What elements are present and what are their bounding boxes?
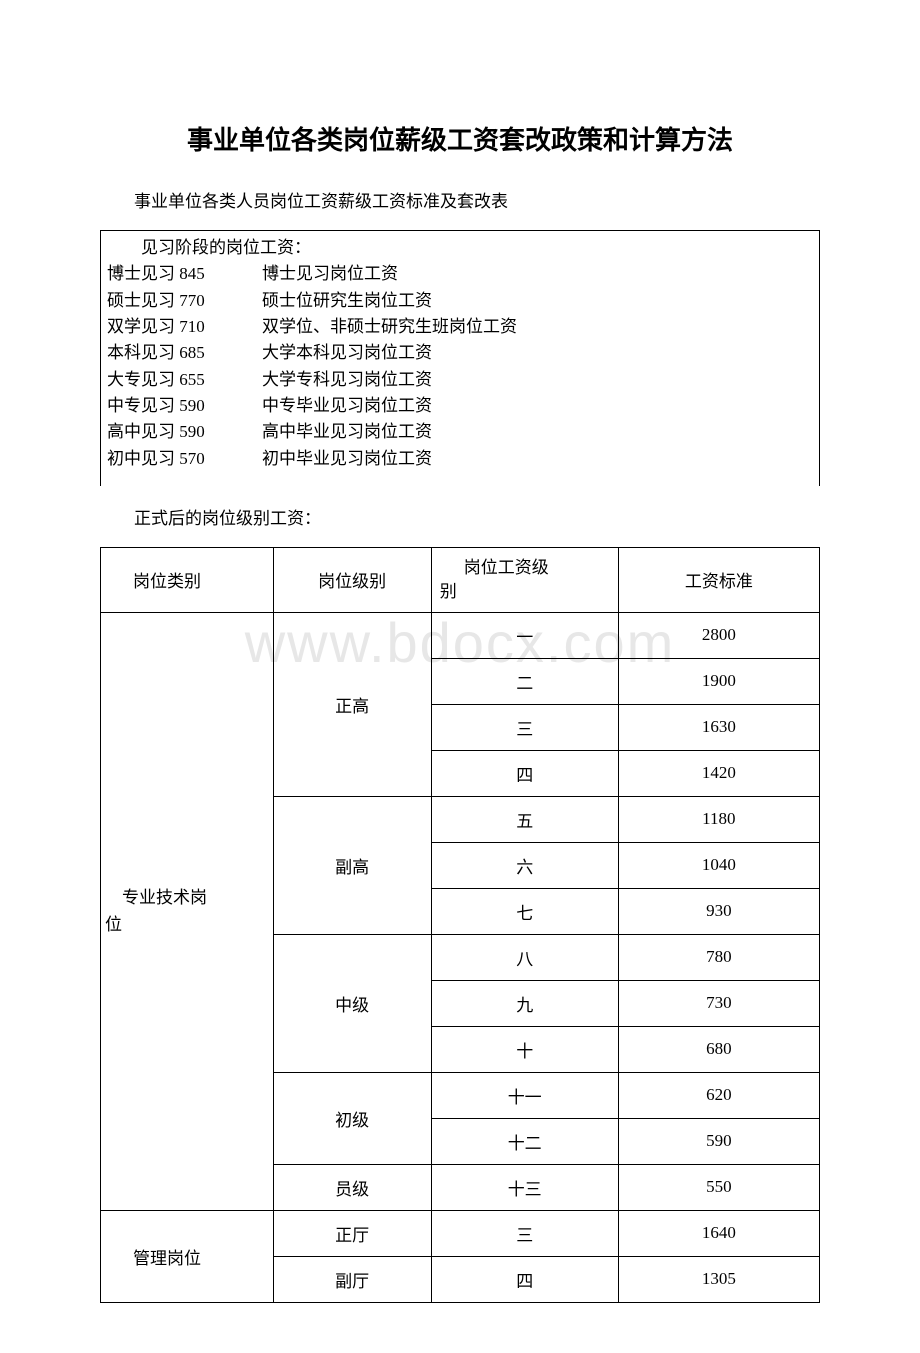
table-row: 管理岗位 正厅 三 1640 <box>101 1210 820 1256</box>
grade-cell: 十三 <box>431 1164 618 1210</box>
header-grade-line1: 岗位工资级 <box>440 558 549 577</box>
salary-cell: 1040 <box>618 842 819 888</box>
probation-left: 硕士见习 770 <box>107 288 262 314</box>
grade-cell: 十一 <box>431 1072 618 1118</box>
subtitle-text: 事业单位各类人员岗位工资薪级工资标准及套改表 <box>100 187 820 212</box>
grade-cell: 十 <box>431 1026 618 1072</box>
salary-cell: 590 <box>618 1118 819 1164</box>
probation-right: 大学专科见习岗位工资 <box>262 367 813 393</box>
probation-left: 中专见习 590 <box>107 393 262 419</box>
probation-row: 双学见习 710 双学位、非硕士研究生班岗位工资 <box>107 314 813 340</box>
salary-cell: 1420 <box>618 750 819 796</box>
header-category: 岗位类别 <box>101 548 274 613</box>
probation-row: 硕士见习 770 硕士位研究生岗位工资 <box>107 288 813 314</box>
table-header-row: 岗位类别 岗位级别 岗位工资级 别 工资标准 <box>101 548 820 613</box>
level-cell: 副厅 <box>273 1256 431 1302</box>
grade-cell: 五 <box>431 796 618 842</box>
grade-cell: 四 <box>431 750 618 796</box>
probation-row: 大专见习 655 大学专科见习岗位工资 <box>107 367 813 393</box>
grade-cell: 八 <box>431 934 618 980</box>
probation-right: 双学位、非硕士研究生班岗位工资 <box>262 314 813 340</box>
salary-cell: 730 <box>618 980 819 1026</box>
probation-left: 本科见习 685 <box>107 340 262 366</box>
grade-cell: 九 <box>431 980 618 1026</box>
probation-row: 中专见习 590 中专毕业见习岗位工资 <box>107 393 813 419</box>
category-line1: 专业技术岗 <box>122 888 207 907</box>
grade-cell: 一 <box>431 612 618 658</box>
grade-cell: 三 <box>431 704 618 750</box>
probation-row: 博士见习 845 博士见习岗位工资 <box>107 261 813 287</box>
salary-cell: 1305 <box>618 1256 819 1302</box>
header-grade-line2: 别 <box>440 582 457 601</box>
salary-table: 岗位类别 岗位级别 岗位工资级 别 工资标准 专业技术岗 位 正高 一 2800… <box>100 547 820 1303</box>
level-cell: 正高 <box>273 612 431 796</box>
grade-cell: 三 <box>431 1210 618 1256</box>
grade-cell: 六 <box>431 842 618 888</box>
probation-left: 大专见习 655 <box>107 367 262 393</box>
header-grade: 岗位工资级 别 <box>431 548 618 613</box>
probation-right: 初中毕业见习岗位工资 <box>262 446 813 472</box>
probation-wage-box: 见习阶段的岗位工资： 博士见习 845 博士见习岗位工资 硕士见习 770 硕士… <box>100 230 820 486</box>
level-cell: 正厅 <box>273 1210 431 1256</box>
probation-row: 本科见习 685 大学本科见习岗位工资 <box>107 340 813 366</box>
header-level: 岗位级别 <box>273 548 431 613</box>
salary-cell: 780 <box>618 934 819 980</box>
table-row: 专业技术岗 位 正高 一 2800 <box>101 612 820 658</box>
probation-right: 高中毕业见习岗位工资 <box>262 419 813 445</box>
probation-left: 双学见习 710 <box>107 314 262 340</box>
probation-right: 博士见习岗位工资 <box>262 261 813 287</box>
salary-cell: 1900 <box>618 658 819 704</box>
level-cell: 中级 <box>273 934 431 1072</box>
grade-cell: 四 <box>431 1256 618 1302</box>
salary-cell: 680 <box>618 1026 819 1072</box>
grade-cell: 十二 <box>431 1118 618 1164</box>
salary-cell: 1180 <box>618 796 819 842</box>
category-cell: 管理岗位 <box>101 1210 274 1302</box>
category-cell: 专业技术岗 位 <box>101 612 274 1210</box>
salary-cell: 930 <box>618 888 819 934</box>
section-label: 正式后的岗位级别工资： <box>100 504 820 529</box>
probation-right: 中专毕业见习岗位工资 <box>262 393 813 419</box>
probation-right: 硕士位研究生岗位工资 <box>262 288 813 314</box>
probation-row: 初中见习 570 初中毕业见习岗位工资 <box>107 446 813 472</box>
salary-cell: 1630 <box>618 704 819 750</box>
page-title: 事业单位各类岗位薪级工资套改政策和计算方法 <box>100 120 820 157</box>
probation-right: 大学本科见习岗位工资 <box>262 340 813 366</box>
probation-left: 高中见习 590 <box>107 419 262 445</box>
salary-cell: 550 <box>618 1164 819 1210</box>
salary-cell: 620 <box>618 1072 819 1118</box>
salary-cell: 1640 <box>618 1210 819 1256</box>
level-cell: 员级 <box>273 1164 431 1210</box>
box-heading: 见习阶段的岗位工资： <box>107 235 813 261</box>
document-page: 事业单位各类岗位薪级工资套改政策和计算方法 事业单位各类人员岗位工资薪级工资标准… <box>0 0 920 1353</box>
grade-cell: 二 <box>431 658 618 704</box>
level-cell: 副高 <box>273 796 431 934</box>
category-line2: 位 <box>105 915 122 934</box>
grade-cell: 七 <box>431 888 618 934</box>
salary-cell: 2800 <box>618 612 819 658</box>
probation-row: 高中见习 590 高中毕业见习岗位工资 <box>107 419 813 445</box>
header-standard: 工资标准 <box>618 548 819 613</box>
level-cell: 初级 <box>273 1072 431 1164</box>
probation-left: 初中见习 570 <box>107 446 262 472</box>
probation-left: 博士见习 845 <box>107 261 262 287</box>
